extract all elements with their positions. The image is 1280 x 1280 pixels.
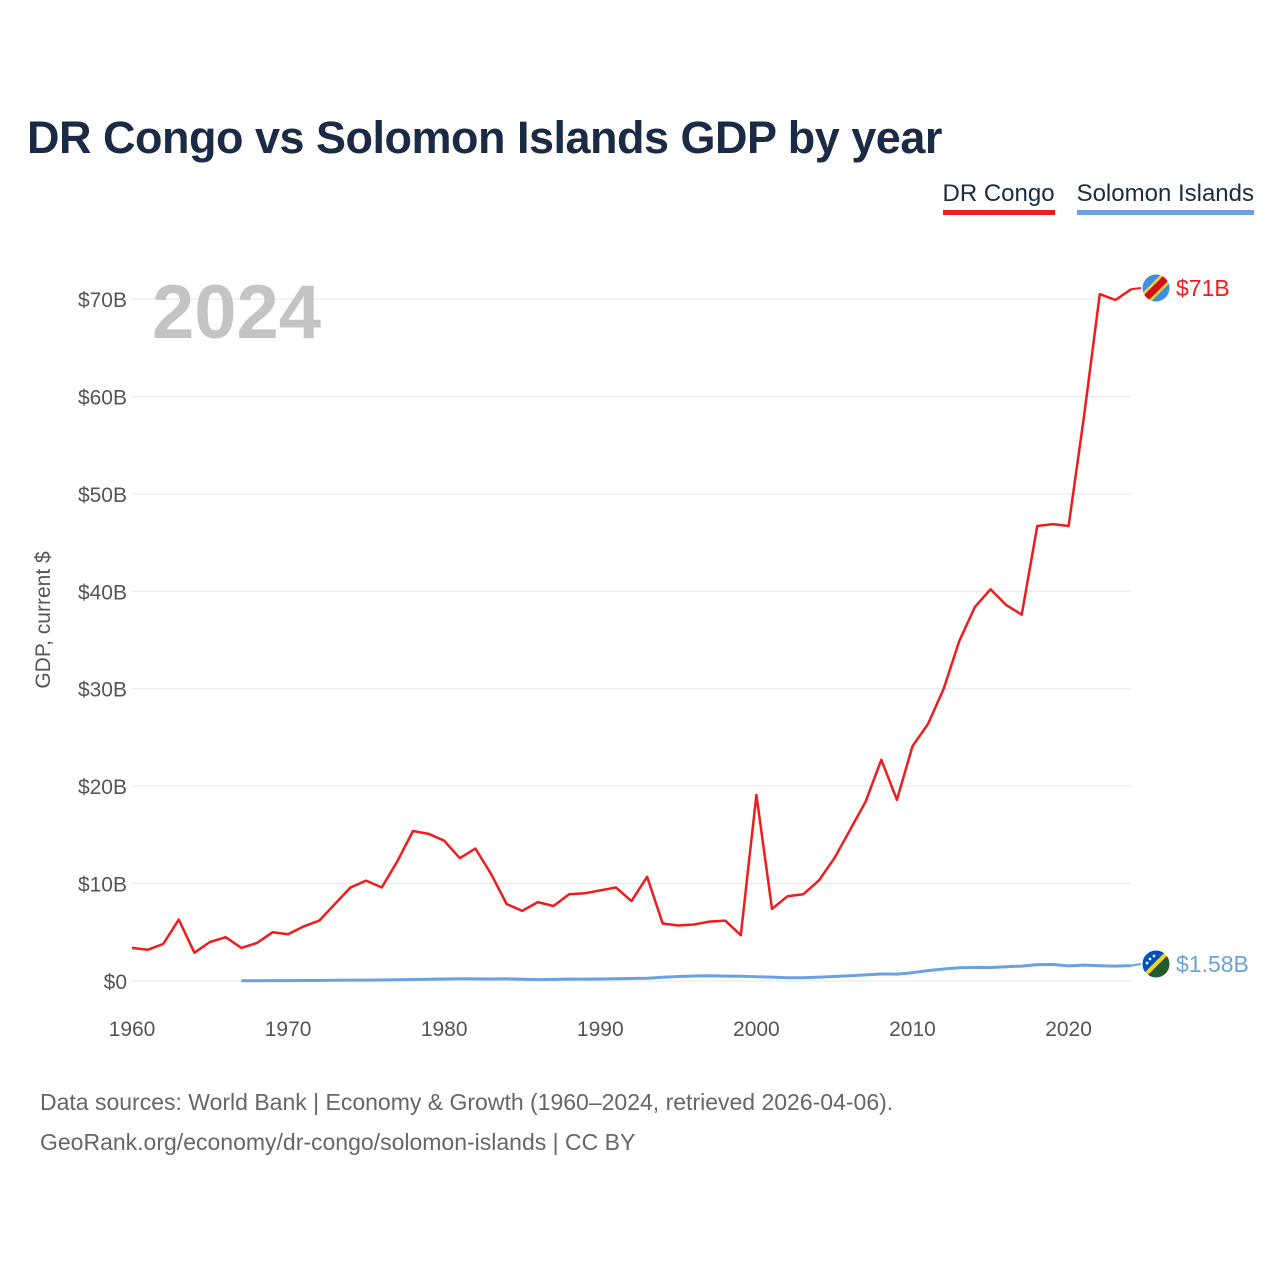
x-tick-label: 2010 [889,1018,936,1041]
grid-lines [132,298,1131,982]
legend: DR Congo Solomon Islands [942,180,1254,215]
y-tick-label: $20B [78,776,127,799]
x-tick-label: 1960 [109,1018,156,1041]
end-value-label-drc: $71B [1176,275,1230,301]
x-tick-label: 2000 [733,1018,780,1041]
y-tick-label: $50B [78,484,127,507]
x-tick-label: 1970 [265,1018,312,1041]
footer-link[interactable]: GeoRank.org/economy/dr-congo/solomon-isl… [40,1129,636,1155]
x-axis-ticks: 1960 1970 1980 1990 2000 2010 2020 [109,1018,1092,1041]
legend-item-solomon-islands[interactable]: Solomon Islands [1076,180,1254,215]
series-lines [131,288,1132,983]
footer-sources: Data sources: World Bank | Economy & Gro… [40,1089,894,1115]
end-value-label-sol: $1.58B [1176,951,1249,977]
series-line-sol[interactable] [241,963,1132,983]
y-tick-label: $10B [78,874,127,897]
current-year-label: 2024 [152,270,321,355]
y-tick-label: $40B [78,581,127,604]
legend-item-dr-congo[interactable]: DR Congo [942,180,1055,215]
x-tick-label: 1980 [421,1018,468,1041]
y-tick-label: $0 [104,971,127,994]
end-leader-sol [1130,963,1142,967]
y-tick-label: $30B [78,679,127,702]
y-tick-label: $60B [78,386,127,409]
series-line-drc[interactable] [131,288,1132,954]
y-tick-label: $70B [78,289,127,312]
end-leader-drc [1130,287,1142,291]
gdp-line-chart: $0$10B$20B$30B$40B$50B$60B$70B 1960 1970 1… [32,270,1249,1041]
solomon-islands-flag-icon [1141,949,1171,979]
y-axis-title: GDP, current $ [32,551,55,689]
y-axis-ticks: $0 $10B $20B $30B $40B $50B $60B $70B [78,289,127,994]
x-tick-label: 1990 [577,1018,624,1041]
dr-congo-flag-icon [1141,273,1171,303]
footer: Data sources: World Bank | Economy & Gro… [40,1082,893,1162]
end-markers: $71B $1.58B [1130,273,1249,979]
x-tick-label: 2020 [1045,1018,1092,1041]
chart-title: DR Congo vs Solomon Islands GDP by year [27,112,942,163]
